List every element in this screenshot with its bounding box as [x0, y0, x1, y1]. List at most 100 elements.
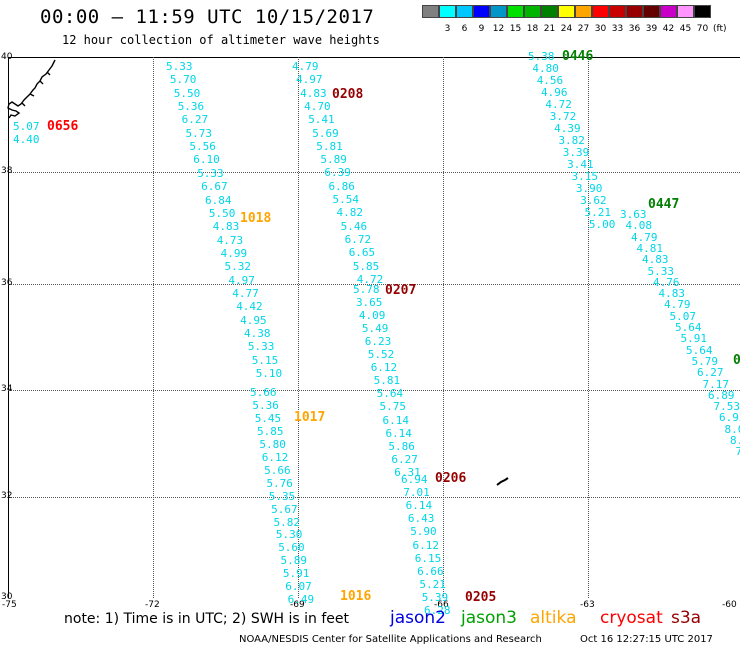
wave-height-value: 6.43	[407, 512, 435, 526]
wave-height-value: 8.08	[724, 422, 740, 436]
wave-height-value: 4.80	[532, 62, 559, 75]
wave-height-value: 6.14	[405, 499, 433, 513]
wave-height-value: 5.50	[208, 206, 236, 220]
wave-height-value: 6.95	[719, 411, 740, 425]
wave-height-value: 3.62	[580, 194, 607, 207]
map-title: 00:00 – 11:59 UTC 10/15/2017	[40, 6, 375, 28]
satellite-label-jason3: jason3	[461, 608, 517, 628]
legend-swatch	[524, 5, 541, 18]
gridline-lon	[153, 57, 154, 598]
legend-label: 6	[461, 24, 468, 34]
wave-height-value: 4.83	[212, 220, 240, 234]
satellite-label-cryosat: cryosat	[600, 608, 663, 628]
wave-height-value: 7.17	[702, 377, 730, 391]
legend-label: 15	[509, 24, 522, 34]
pass-time-label: 0208	[332, 87, 364, 102]
legend-swatch	[558, 5, 575, 18]
legend-swatch	[422, 5, 439, 18]
lon-label: -75	[2, 600, 17, 610]
pass-time-label: 0206	[435, 471, 467, 486]
legend-label: 3	[444, 24, 451, 34]
wave-height-value: 4.81	[636, 241, 664, 255]
wave-height-value: 4.83	[658, 287, 686, 301]
wave-height-value: 7.53	[713, 400, 740, 414]
wave-height-value: 5.35	[268, 489, 296, 503]
legend-label: 70	[696, 24, 709, 34]
wave-height-value: 6.94	[401, 473, 428, 486]
wave-height-value: 6.66	[417, 564, 444, 578]
wave-height-value: 5.85	[352, 259, 380, 273]
gridline-lat	[8, 497, 740, 498]
wave-height-value: 5.07	[13, 120, 40, 133]
wave-height-value: 5.78	[353, 283, 380, 296]
lon-label: -69	[290, 600, 305, 610]
pass-time-label: 0446	[562, 49, 594, 64]
wave-height-value: 4.70	[304, 99, 331, 113]
wave-height-value: 6.31	[394, 465, 421, 479]
wave-height-value: 5.85	[257, 424, 284, 438]
wave-height-value: 4.83	[642, 253, 669, 267]
wave-height-value: 6.23	[364, 335, 392, 349]
wave-height-value: 5.21	[419, 577, 446, 591]
wave-height-value: 5.07	[669, 309, 697, 323]
wave-height-value: 6.86	[328, 179, 355, 193]
pass-time-label-partial: 0	[733, 353, 740, 368]
legend-swatch	[541, 5, 558, 18]
wave-height-value: 5.60	[278, 541, 305, 555]
wave-height-value: 5.67	[271, 502, 298, 516]
lat-label: 34	[1, 384, 13, 394]
pass-time-label: 1017	[294, 410, 326, 425]
legend-swatch	[626, 5, 643, 18]
wave-height-value: 6.49	[287, 593, 315, 607]
lat-label: 32	[1, 491, 13, 501]
wave-height-value: 5.70	[169, 73, 197, 87]
wave-height-value: 5.15	[251, 353, 279, 367]
wave-height-value: 6.15	[414, 551, 442, 565]
legend-swatch	[490, 5, 507, 18]
wave-height-value: 5.90	[410, 525, 437, 539]
wave-height-value: 4.79	[664, 298, 691, 312]
wave-height-value: 5.41	[308, 113, 335, 127]
wave-height-value: 6.39	[324, 166, 351, 180]
wave-height-value: 4.82	[336, 206, 364, 220]
legend-swatch	[592, 5, 609, 18]
wave-height-value: 7.01	[403, 486, 430, 500]
wave-height-value: 4.42	[236, 300, 263, 314]
wave-height-value: 3.39	[562, 146, 590, 159]
wave-height-value: 5.36	[177, 100, 205, 114]
legend-label: 39	[645, 24, 658, 34]
generated-timestamp: Oct 16 12:27:15 UTC 2017	[580, 634, 713, 645]
wave-height-value: 4.39	[554, 122, 581, 135]
lat-label: 40	[1, 52, 13, 62]
wave-height-value: 6.27	[391, 452, 418, 466]
legend-label: 33	[611, 24, 624, 34]
footer-note: note: 1) Time is in UTC; 2) SWH is in fe…	[64, 611, 350, 627]
bermuda-island	[496, 477, 509, 486]
legend-label: 21	[543, 24, 556, 34]
wave-height-value: 3.63	[620, 208, 647, 221]
wave-height-value: 4.56	[536, 74, 564, 87]
legend-unit: (ft)	[713, 24, 727, 34]
legend-label: 12	[492, 24, 505, 34]
wave-height-value: 6.28	[424, 604, 451, 617]
wave-height-value: 5.64	[675, 321, 702, 334]
lon-label: -60	[722, 600, 737, 610]
wave-height-value: 5.33	[647, 264, 675, 278]
wave-height-value: 5.32	[224, 260, 252, 274]
wave-height-value: 5.66	[250, 386, 277, 399]
map-frame	[8, 57, 740, 598]
wave-height-value: 4.09	[358, 309, 386, 323]
pass-time-label: 1016	[340, 589, 372, 604]
legend-swatch	[473, 5, 490, 18]
wave-height-value: 6.12	[370, 361, 398, 375]
wave-height-value: 6.12	[261, 450, 289, 464]
wave-height-value: 5.82	[273, 515, 301, 529]
lon-label: -72	[145, 600, 160, 610]
map-subtitle: 12 hour collection of altimeter wave hei…	[62, 33, 380, 47]
wave-height-value: 5.86	[388, 439, 415, 453]
pass-time-label: 0447	[648, 197, 680, 212]
legend-label: 27	[577, 24, 590, 34]
wave-height-value: 8.6	[730, 434, 740, 447]
legend-swatch	[643, 5, 660, 18]
